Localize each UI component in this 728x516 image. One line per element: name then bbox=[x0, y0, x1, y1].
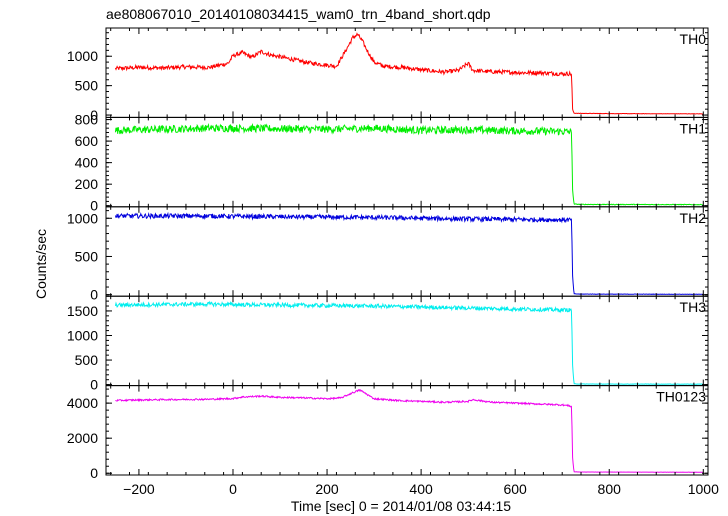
y-tick-label: 800 bbox=[75, 112, 99, 128]
y-tick-label: 600 bbox=[75, 133, 99, 149]
y-tick-label: 0 bbox=[90, 198, 98, 214]
chart-title: ae808067010_20140108034415_wam0_trn_4ban… bbox=[106, 6, 491, 22]
y-axis-label: Counts/sec bbox=[33, 229, 49, 299]
x-tick-label: 600 bbox=[503, 481, 527, 497]
y-tick-label: 200 bbox=[75, 176, 99, 192]
y-tick-label: 1000 bbox=[67, 210, 98, 226]
panel-label: TH0 bbox=[680, 31, 707, 47]
y-tick-label: 0 bbox=[90, 107, 98, 123]
y-tick-label: 500 bbox=[75, 248, 99, 264]
x-tick-label: −200 bbox=[123, 481, 155, 497]
y-tick-label: 1000 bbox=[67, 327, 98, 343]
y-tick-label: 1000 bbox=[67, 48, 98, 64]
panel-frame bbox=[105, 27, 709, 118]
x-tick-label: 200 bbox=[315, 481, 339, 497]
y-tick-label: 400 bbox=[75, 155, 99, 171]
y-tick-label: 0 bbox=[90, 287, 98, 303]
series-line-th3 bbox=[114, 300, 703, 385]
panel-frame bbox=[105, 295, 709, 387]
panel-label: TH2 bbox=[680, 210, 707, 226]
panel-label: TH1 bbox=[680, 120, 707, 136]
panel-th0: 0 500 1000 TH0 bbox=[67, 27, 709, 123]
series-line-th0 bbox=[114, 32, 703, 115]
panel-frame bbox=[105, 385, 709, 476]
x-tick-label: 400 bbox=[409, 481, 433, 497]
x-axis-label: Time [sec] 0 = 2014/01/08 03:44:15 bbox=[291, 498, 511, 514]
panel-frame bbox=[105, 206, 709, 297]
series-line-th1 bbox=[114, 123, 704, 206]
y-tick-label: 0 bbox=[90, 377, 98, 393]
panel-th0123: 0 2000 4000 TH0123 bbox=[67, 385, 709, 481]
panel-label: TH0123 bbox=[656, 389, 706, 405]
panel-th2: 0 500 1000 TH2 bbox=[67, 206, 709, 303]
panel-label: TH3 bbox=[680, 299, 707, 315]
y-tick-label: 4000 bbox=[67, 395, 98, 411]
y-tick-label: 0 bbox=[90, 465, 98, 481]
y-tick-label: 500 bbox=[75, 352, 99, 368]
series-line-th0123 bbox=[115, 388, 703, 473]
y-tick-label: 500 bbox=[75, 78, 99, 94]
series-line-th2 bbox=[114, 211, 703, 295]
x-tick-label: 800 bbox=[598, 481, 622, 497]
x-tick-label: 1000 bbox=[688, 481, 719, 497]
panel-th1: 0 200 400 600 800 TH1 bbox=[75, 112, 709, 214]
y-tick-label: 2000 bbox=[67, 430, 98, 446]
x-tick-label: 0 bbox=[229, 481, 237, 497]
y-tick-label: 1500 bbox=[67, 303, 98, 319]
panel-th3: 0 500 1000 1500 TH3 bbox=[67, 295, 709, 393]
panels-group: 0 500 1000 TH0 0 200 400 600 800 TH1 0 500 1000 TH2 0 5… bbox=[67, 27, 719, 497]
